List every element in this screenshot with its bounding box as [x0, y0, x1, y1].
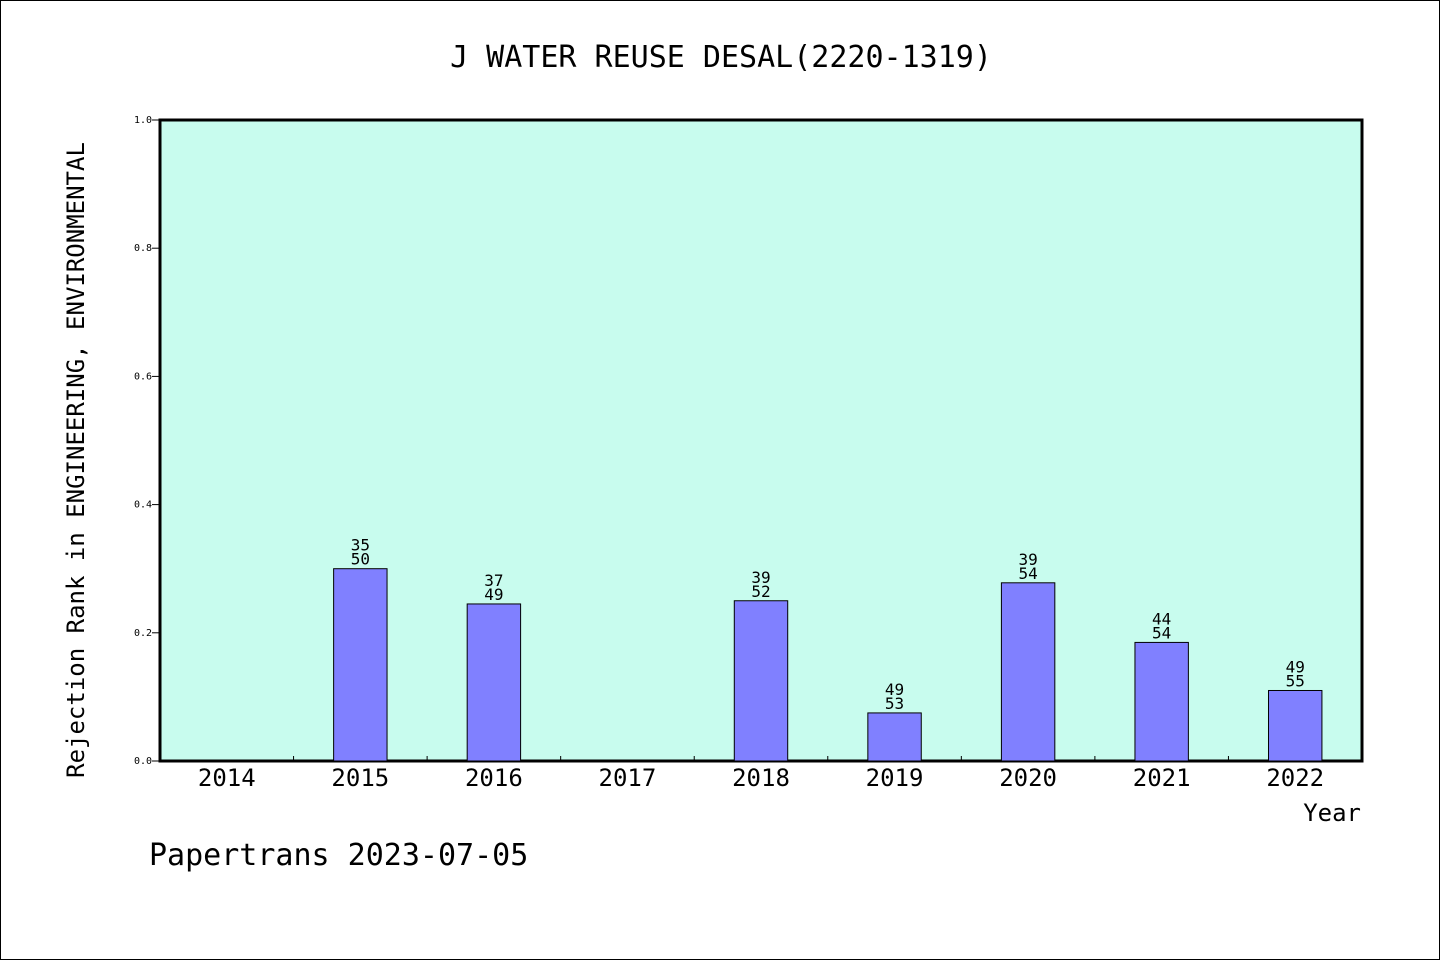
- bar-2018: [733, 600, 789, 762]
- x-tick-label: 2022: [1266, 764, 1324, 792]
- bar-label-bottom: 53: [885, 694, 904, 713]
- x-tick-label: 2014: [198, 764, 256, 792]
- bar-label-bottom: 52: [751, 582, 770, 601]
- bar-label-top: 39: [751, 568, 770, 587]
- y-tick-label: 0.0: [134, 756, 152, 767]
- x-axis: 2014 2015 2016 2017 2018 2019 2020 2021 2022: [198, 756, 1324, 792]
- x-tick-label: 2018: [732, 764, 790, 792]
- bar-2020: [1000, 582, 1056, 762]
- y-tick-label: 0.2: [134, 628, 152, 639]
- x-tick-label: 2016: [465, 764, 523, 792]
- bar-label-bottom: 55: [1286, 671, 1305, 690]
- bar-label-top: 39: [1018, 550, 1037, 569]
- y-tick-label: 0.6: [134, 371, 152, 382]
- x-tick-label: 2021: [1133, 764, 1191, 792]
- x-tick-label: 2019: [866, 764, 924, 792]
- y-axis: 0.0 0.2 0.4 0.6 0.8 1.0: [134, 115, 160, 767]
- x-tick-label: 2015: [331, 764, 389, 792]
- bar-label-top: 44: [1152, 609, 1171, 628]
- x-tick-label: 2020: [999, 764, 1057, 792]
- bar-label-top: 49: [885, 680, 904, 699]
- y-axis-label: Rejection Rank in ENGINEERING, ENVIRONME…: [62, 142, 90, 778]
- bar-label-top: 49: [1286, 657, 1305, 676]
- bar-2016: [466, 603, 522, 762]
- bar-label-bottom: 49: [484, 585, 503, 604]
- x-axis-label: Year: [1303, 799, 1361, 827]
- bar-2015: [333, 568, 388, 762]
- bar-label-bottom: 54: [1018, 564, 1037, 583]
- y-tick-label: 0.8: [134, 243, 152, 254]
- bar-label-bottom: 50: [351, 550, 370, 569]
- bar-label-bottom: 54: [1152, 623, 1171, 642]
- y-tick-label: 1.0: [134, 115, 152, 126]
- bar-2022: [1268, 689, 1323, 762]
- bar-2021: [1134, 641, 1189, 762]
- bar-2019: [867, 712, 922, 762]
- x-tick-label: 2017: [599, 764, 657, 792]
- bar-label-top: 37: [484, 571, 503, 590]
- bar-label-top: 35: [351, 536, 370, 555]
- y-tick-label: 0.4: [134, 500, 152, 511]
- footer-credit: Papertrans 2023-07-05: [149, 838, 528, 873]
- chart-title: J WATER REUSE DESAL(2220-1319): [450, 40, 992, 75]
